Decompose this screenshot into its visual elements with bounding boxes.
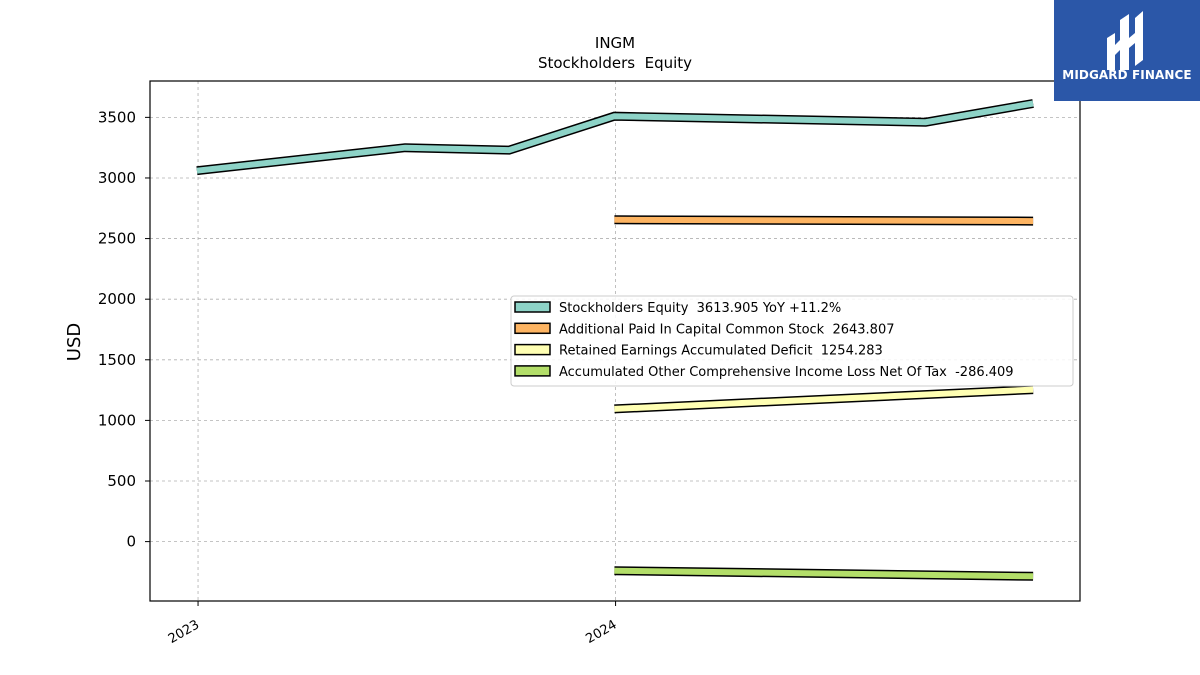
legend-label-1: Additional Paid In Capital Common Stock … bbox=[559, 322, 895, 337]
y-tick-label: 0 bbox=[126, 533, 136, 551]
midgard-logo-icon bbox=[1107, 11, 1143, 70]
legend: Stockholders Equity 3613.905 YoY +11.2% A… bbox=[510, 295, 1074, 387]
y-axis-label: USD bbox=[64, 323, 85, 361]
legend-swatch-2 bbox=[514, 343, 551, 356]
chart-title: INGM bbox=[595, 34, 635, 52]
chart-subtitle: Stockholders Equity bbox=[538, 54, 692, 72]
x-tick-label: 2024 bbox=[583, 617, 619, 647]
midgard-finance-logo: MIDGARD FINANCE bbox=[1054, 0, 1200, 101]
series-line-3 bbox=[614, 567, 1034, 580]
x-tick-label: 2023 bbox=[166, 617, 202, 647]
y-tick-label: 1000 bbox=[98, 411, 136, 429]
y-axis-ticks: 0 500 1000 1500 2000 2500 3000 3500 bbox=[98, 108, 150, 551]
legend-label-3: Accumulated Other Comprehensive Income L… bbox=[559, 365, 1014, 380]
legend-swatch-1 bbox=[514, 322, 551, 335]
legend-swatch-3 bbox=[514, 365, 551, 377]
legend-label-2: Retained Earnings Accumulated Deficit 12… bbox=[559, 344, 883, 359]
legend-swatch-0 bbox=[514, 301, 551, 313]
y-tick-label: 500 bbox=[107, 472, 136, 490]
y-tick-label: 3500 bbox=[98, 108, 136, 126]
series-line-1 bbox=[614, 216, 1034, 225]
series-line-0 bbox=[196, 100, 1034, 174]
y-tick-label: 2500 bbox=[98, 230, 136, 248]
legend-label-0: Stockholders Equity 3613.905 YoY +11.2% bbox=[559, 301, 841, 316]
brand-name: MIDGARD FINANCE bbox=[1062, 68, 1192, 82]
plot-area-frame bbox=[149, 80, 1081, 602]
x-axis-ticks: 2023 2024 bbox=[166, 601, 620, 647]
legend-frame bbox=[510, 295, 1074, 387]
y-tick-label: 1500 bbox=[98, 351, 136, 369]
y-tick-label: 2000 bbox=[98, 290, 136, 308]
series-line-2 bbox=[614, 386, 1034, 412]
series-lines bbox=[196, 99, 1034, 581]
y-tick-label: 3000 bbox=[98, 169, 136, 187]
